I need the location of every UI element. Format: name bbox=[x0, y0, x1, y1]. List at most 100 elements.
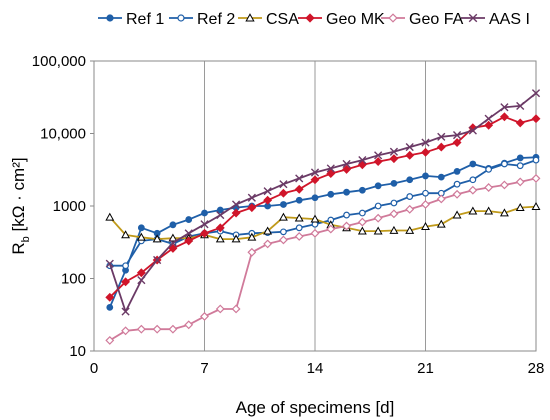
data-point-geo-mk bbox=[421, 147, 430, 157]
data-point-geo-fa bbox=[405, 204, 415, 214]
series-line-geo-fa bbox=[109, 177, 537, 342]
legend-label: AAS I bbox=[489, 11, 530, 28]
data-point-ref-2 bbox=[343, 211, 350, 219]
data-point-csa bbox=[152, 234, 162, 243]
data-point-aas-i bbox=[326, 164, 335, 173]
data-point-geo-fa bbox=[263, 239, 273, 249]
legend-item-ref-1: Ref 1 bbox=[98, 11, 164, 28]
data-point-aas-i bbox=[452, 131, 462, 140]
data-point-geo-fa bbox=[136, 324, 146, 334]
data-point-ref-1 bbox=[406, 176, 414, 184]
data-point-ref-1 bbox=[311, 194, 319, 202]
data-point-aas-i bbox=[500, 103, 509, 112]
data-point-geo-fa bbox=[231, 304, 241, 314]
data-point-csa bbox=[484, 206, 494, 215]
data-point-ref-1 bbox=[516, 154, 524, 162]
data-point-geo-fa bbox=[215, 304, 225, 314]
data-point-geo-fa bbox=[294, 232, 304, 241]
data-point-geo-mk bbox=[231, 208, 241, 218]
data-point-aas-i bbox=[137, 276, 146, 285]
data-point-geo-fa bbox=[357, 217, 367, 227]
legend-item-geo-fa: Geo FA bbox=[381, 11, 464, 28]
data-point-aas-i bbox=[421, 138, 430, 147]
legend-item-geo-mk: Geo MK bbox=[298, 11, 385, 28]
data-point-csa bbox=[357, 226, 367, 235]
data-point-ref-2 bbox=[280, 228, 287, 236]
data-point-ref-2 bbox=[374, 202, 382, 210]
legend-label: Geo MK bbox=[326, 11, 385, 28]
data-point-geo-mk bbox=[373, 157, 383, 167]
data-point-ref-2 bbox=[295, 224, 303, 232]
data-point-geo-mk bbox=[121, 277, 131, 287]
y-tick-label: 100,000 bbox=[32, 53, 86, 70]
data-point-csa bbox=[421, 221, 430, 230]
data-point-csa bbox=[310, 214, 320, 223]
series-geo-mk bbox=[105, 112, 541, 302]
data-point-geo-mk bbox=[452, 138, 462, 148]
data-point-csa bbox=[499, 208, 509, 217]
data-point-geo-fa bbox=[515, 177, 525, 187]
data-point-aas-i bbox=[263, 187, 272, 196]
data-point-geo-fa bbox=[421, 200, 430, 209]
data-point-aas-i bbox=[389, 147, 399, 156]
data-point-geo-fa bbox=[373, 213, 383, 223]
legend-swatch-marker bbox=[468, 13, 478, 23]
data-point-aas-i bbox=[516, 101, 525, 111]
data-point-ref-1 bbox=[343, 188, 350, 196]
data-point-ref-1 bbox=[453, 168, 461, 175]
data-point-aas-i bbox=[200, 220, 209, 229]
data-point-geo-mk bbox=[247, 203, 257, 213]
series-geo-fa bbox=[105, 173, 541, 345]
data-point-geo-fa bbox=[452, 189, 462, 199]
data-point-ref-2 bbox=[485, 165, 493, 173]
data-point-ref-2 bbox=[122, 262, 129, 270]
y-tick-labels: 10 100 1000 10,000 100,000 bbox=[32, 53, 94, 360]
data-point-geo-fa bbox=[168, 324, 178, 334]
data-point-geo-mk bbox=[389, 154, 399, 164]
data-point-csa bbox=[405, 225, 415, 234]
data-point-geo-mk bbox=[184, 236, 194, 246]
data-point-geo-mk bbox=[200, 228, 209, 238]
data-point-geo-fa bbox=[436, 194, 446, 204]
data-point-ref-1 bbox=[169, 221, 177, 229]
data-point-csa bbox=[168, 233, 178, 242]
series-line-aas-i bbox=[108, 92, 537, 313]
legend-label: Geo FA bbox=[409, 11, 464, 28]
data-point-ref-1 bbox=[437, 173, 445, 181]
data-point-ref-2 bbox=[390, 199, 398, 207]
series-aas-i bbox=[105, 89, 541, 316]
x-tick-label: 14 bbox=[307, 360, 324, 377]
y-axis-title: Rb [kΩ · cm²] bbox=[9, 157, 32, 254]
data-point-aas-i bbox=[279, 180, 288, 189]
legend: Ref 1 Ref 2 CSA Geo MK Geo FA AAS I bbox=[98, 11, 530, 28]
data-point-ref-2 bbox=[516, 162, 524, 170]
series-ref-1 bbox=[106, 153, 540, 311]
data-point-ref-2 bbox=[453, 180, 461, 188]
data-point-aas-i bbox=[105, 259, 114, 268]
data-point-ref-1 bbox=[106, 303, 114, 311]
series-line-geo-mk bbox=[109, 115, 537, 298]
data-point-aas-i bbox=[231, 200, 241, 209]
data-point-ref-2 bbox=[469, 176, 477, 184]
data-point-aas-i bbox=[531, 89, 541, 98]
data-point-ref-1 bbox=[374, 182, 382, 190]
data-point-aas-i bbox=[247, 193, 256, 202]
data-point-geo-fa bbox=[152, 324, 162, 334]
data-point-aas-i bbox=[216, 210, 225, 220]
data-point-geo-mk bbox=[136, 268, 146, 278]
legend-label: CSA bbox=[266, 11, 299, 28]
data-point-geo-fa bbox=[326, 224, 336, 234]
data-point-aas-i bbox=[342, 159, 351, 169]
data-point-ref-1 bbox=[137, 224, 145, 232]
data-point-ref-1 bbox=[390, 179, 398, 187]
data-point-geo-mk bbox=[342, 164, 352, 174]
x-tick-label: 28 bbox=[528, 360, 545, 377]
legend-item-ref-2: Ref 2 bbox=[169, 11, 235, 28]
data-point-geo-fa bbox=[389, 209, 399, 219]
data-point-ref-2 bbox=[422, 189, 429, 197]
data-point-aas-i bbox=[484, 114, 493, 123]
data-point-geo-mk bbox=[294, 184, 304, 194]
x-axis-title: Age of specimens [d] bbox=[236, 398, 395, 417]
data-point-geo-mk bbox=[436, 142, 446, 152]
